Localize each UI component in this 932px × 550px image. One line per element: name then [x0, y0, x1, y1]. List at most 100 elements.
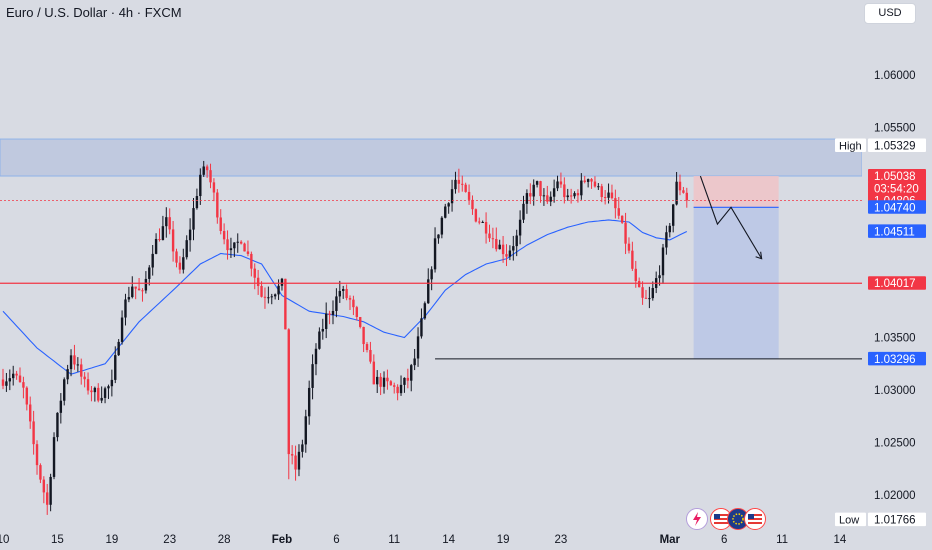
candle-body[interactable]: [556, 181, 559, 189]
candle-body[interactable]: [420, 318, 423, 337]
candle-body[interactable]: [563, 184, 566, 198]
candle-body[interactable]: [318, 331, 321, 349]
candle-body[interactable]: [522, 203, 525, 220]
candle-body[interactable]: [491, 238, 495, 240]
candle-body[interactable]: [134, 286, 137, 289]
candle-body[interactable]: [498, 244, 501, 250]
candle-body[interactable]: [165, 217, 168, 227]
candle-body[interactable]: [532, 184, 535, 197]
candle-body[interactable]: [481, 221, 484, 223]
candle-body[interactable]: [226, 239, 229, 251]
candle-body[interactable]: [413, 358, 416, 366]
candle-body[interactable]: [671, 204, 675, 226]
candle-body[interactable]: [114, 355, 117, 380]
candle-body[interactable]: [467, 191, 471, 200]
candle-body[interactable]: [120, 317, 124, 342]
candle-body[interactable]: [66, 369, 69, 380]
candle-body[interactable]: [620, 215, 624, 223]
currency-button[interactable]: USD: [864, 3, 916, 24]
candle-body[interactable]: [338, 290, 341, 297]
candle-body[interactable]: [399, 384, 403, 394]
candle-body[interactable]: [644, 297, 648, 299]
candle-body[interactable]: [175, 251, 178, 263]
candle-body[interactable]: [243, 243, 246, 252]
candle-body[interactable]: [665, 232, 668, 248]
candle-body[interactable]: [314, 348, 318, 365]
candle-body[interactable]: [15, 373, 18, 376]
candle-body[interactable]: [301, 444, 304, 452]
candle-body[interactable]: [471, 199, 474, 210]
candle-body[interactable]: [416, 336, 420, 359]
candle-body[interactable]: [634, 268, 637, 282]
candle-body[interactable]: [219, 217, 222, 231]
candle-body[interactable]: [148, 267, 151, 279]
candle-body[interactable]: [406, 377, 410, 381]
candle-body[interactable]: [59, 400, 63, 413]
candle-body[interactable]: [580, 180, 583, 196]
candle-body[interactable]: [542, 195, 546, 197]
candle-body[interactable]: [22, 382, 25, 388]
candle-body[interactable]: [39, 465, 42, 480]
candle-body[interactable]: [209, 170, 212, 183]
candle-body[interactable]: [131, 286, 134, 298]
candle-body[interactable]: [69, 355, 73, 370]
candle-body[interactable]: [144, 278, 148, 291]
candle-body[interactable]: [614, 198, 617, 209]
candle-body[interactable]: [52, 437, 56, 477]
candle-body[interactable]: [151, 253, 154, 268]
candle-body[interactable]: [685, 192, 689, 201]
candle-body[interactable]: [529, 193, 532, 197]
candle-body[interactable]: [273, 294, 277, 297]
candle-body[interactable]: [12, 373, 15, 379]
candle-body[interactable]: [161, 226, 165, 241]
candle-body[interactable]: [508, 250, 512, 257]
candle-body[interactable]: [270, 296, 273, 298]
candle-body[interactable]: [675, 181, 678, 205]
candle-body[interactable]: [195, 196, 199, 209]
candle-body[interactable]: [610, 192, 614, 199]
lightning-icon[interactable]: [686, 508, 708, 530]
candle-body[interactable]: [549, 196, 552, 202]
candle-body[interactable]: [280, 278, 284, 286]
candle-body[interactable]: [49, 476, 52, 505]
candle-body[interactable]: [236, 241, 239, 243]
candle-body[interactable]: [593, 181, 597, 187]
candle-body[interactable]: [90, 390, 93, 393]
candle-body[interactable]: [393, 385, 396, 387]
candle-body[interactable]: [42, 479, 46, 493]
candle-body[interactable]: [631, 250, 634, 269]
candle-body[interactable]: [107, 386, 110, 389]
candle-body[interactable]: [518, 219, 522, 236]
candle-body[interactable]: [627, 243, 631, 251]
candle-body[interactable]: [188, 229, 192, 241]
candle-body[interactable]: [335, 296, 338, 311]
candle-body[interactable]: [256, 277, 260, 286]
candle-body[interactable]: [668, 225, 671, 233]
candle-body[interactable]: [222, 230, 226, 240]
candle-body[interactable]: [369, 349, 372, 362]
candle-body[interactable]: [410, 365, 413, 381]
candle-body[interactable]: [603, 197, 607, 199]
candle-body[interactable]: [216, 192, 219, 218]
candle-body[interactable]: [457, 179, 461, 184]
candle-body[interactable]: [1, 379, 5, 386]
candle-body[interactable]: [331, 310, 335, 315]
candle-body[interactable]: [535, 181, 539, 185]
candle-body[interactable]: [185, 240, 188, 258]
candle-body[interactable]: [267, 297, 270, 299]
candle-body[interactable]: [294, 455, 297, 470]
candle-body[interactable]: [124, 299, 127, 318]
candle-body[interactable]: [246, 251, 250, 254]
candle-body[interactable]: [304, 416, 307, 445]
candle-body[interactable]: [478, 221, 481, 223]
candle-body[interactable]: [501, 244, 505, 255]
candle-body[interactable]: [583, 180, 586, 182]
candle-body[interactable]: [83, 376, 86, 380]
candle-body[interactable]: [192, 208, 195, 230]
candle-body[interactable]: [324, 313, 328, 329]
candle-body[interactable]: [661, 247, 665, 276]
candle-body[interactable]: [552, 188, 556, 197]
candle-body[interactable]: [290, 454, 294, 456]
candle-body[interactable]: [76, 364, 80, 366]
candle-body[interactable]: [427, 279, 430, 304]
